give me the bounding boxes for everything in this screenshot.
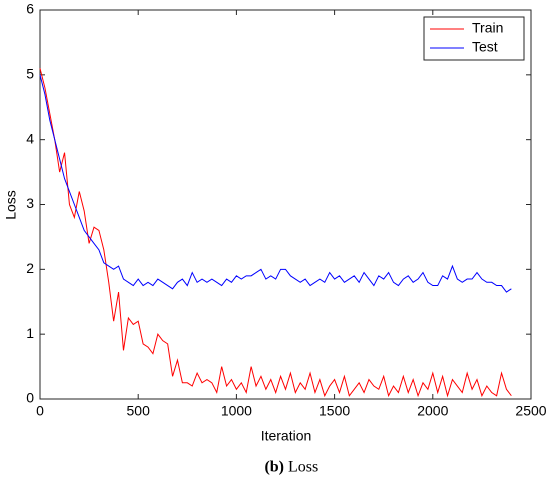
y-tick-label: 6: [26, 1, 34, 17]
y-axis-label: Loss: [3, 190, 19, 220]
y-tick-label: 5: [26, 66, 34, 82]
y-tick-label: 1: [26, 325, 34, 341]
x-tick-label: 2000: [417, 403, 448, 419]
y-tick-label: 3: [26, 195, 34, 211]
y-tick-label: 4: [26, 130, 34, 146]
legend-label: Test: [472, 39, 498, 55]
line-series: [39, 74, 512, 293]
x-axis-label: Iteration: [261, 428, 312, 444]
legend-label: Train: [472, 20, 503, 36]
x-tick-label: 1000: [221, 403, 252, 419]
line-series: [39, 68, 512, 398]
x-tick-label: 1500: [319, 403, 350, 419]
y-tick-label: 2: [26, 260, 34, 276]
caption-label: (b): [264, 459, 284, 476]
x-tick-label: 0: [36, 403, 44, 419]
x-tick-label: 2500: [515, 403, 546, 419]
plot-frame: [39, 9, 532, 400]
legend-box: [423, 16, 525, 61]
x-tick-label: 500: [127, 403, 151, 419]
caption: Loss: [288, 459, 318, 476]
y-tick-label: 0: [26, 390, 34, 406]
